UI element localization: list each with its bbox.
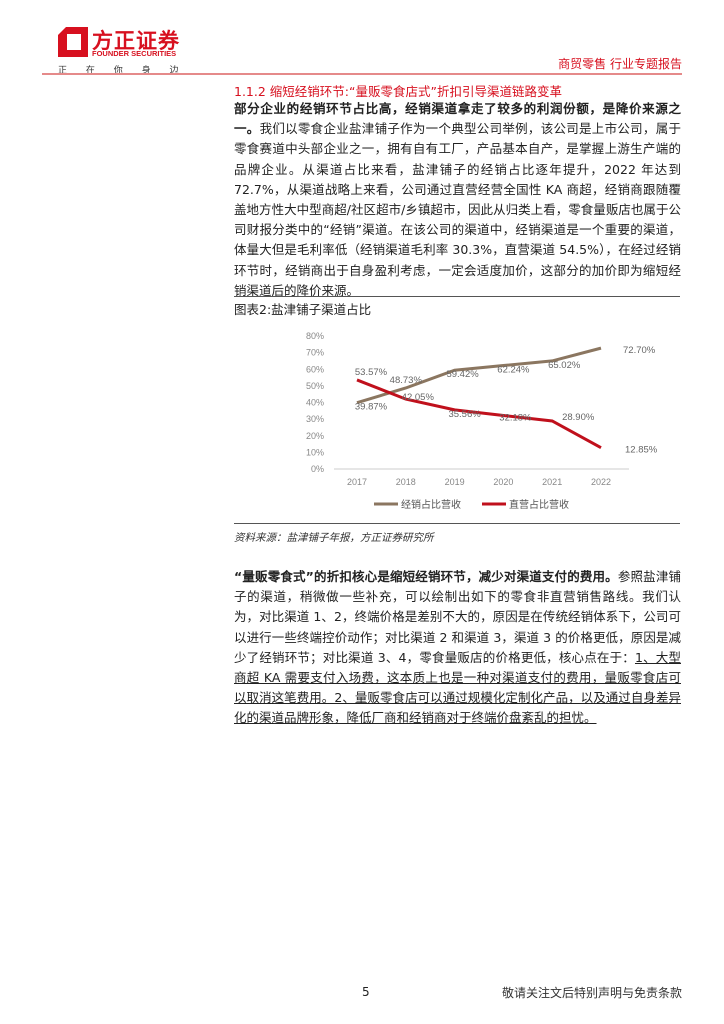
- data-label: 12.85%: [625, 445, 658, 456]
- data-label: 53.57%: [355, 367, 388, 378]
- series-line-1: [356, 378, 602, 449]
- disclaimer-note: 敬请关注文后特别声明与免责条款: [501, 986, 682, 1000]
- x-tick-label: 2019: [445, 477, 465, 487]
- data-label: 59.42%: [446, 369, 479, 380]
- data-label: 42.05%: [402, 392, 435, 403]
- y-tick-label: 60%: [306, 364, 324, 374]
- x-tick-label: 2020: [493, 477, 513, 487]
- data-label: 28.90%: [562, 412, 595, 423]
- header-divider: [42, 73, 682, 75]
- legend-label: 直营占比营收: [509, 498, 569, 511]
- para2-underlined: 1、大型商超 KA 需要支付入场费，这本质上也是一种对渠道支付的费用，量贩零食店…: [234, 649, 681, 726]
- x-tick-label: 2017: [347, 477, 367, 487]
- brand-name-en: FOUNDER SECURITIES: [92, 49, 177, 58]
- page-number: 5: [362, 985, 370, 999]
- y-tick-label: 20%: [306, 431, 324, 441]
- paragraph-2: “量贩零食式”的折扣核心是缩短经销环节，减少对渠道支付的费用。参照盐津铺子的渠道…: [234, 567, 681, 729]
- figure-source: 资料来源：盐津铺子年报，方正证券研究所: [234, 532, 434, 544]
- figure-title: 图表2:盐津铺子渠道占比: [234, 302, 372, 317]
- founder-logo-icon: [58, 27, 88, 57]
- y-tick-label: 50%: [306, 381, 324, 391]
- line-chart: 0% 10% 20% 30% 40% 50% 60% 70% 80% 2017 2018 2019 20…: [306, 331, 658, 511]
- brand-name: 方正证券: [92, 29, 180, 53]
- section-title: 1.1.2 缩短经销环节:“量贩零食店式”折扣引导渠道链路变革: [234, 84, 562, 99]
- x-tick-label: 2021: [542, 477, 562, 487]
- data-label: 65.02%: [548, 360, 581, 371]
- series-line-0: [356, 346, 602, 405]
- y-tick-label: 70%: [306, 348, 324, 358]
- legend-label: 经销占比营收: [401, 498, 461, 511]
- data-label: 32.18%: [499, 413, 532, 424]
- x-tick-label: 2018: [396, 477, 416, 487]
- data-label: 62.24%: [497, 365, 530, 376]
- y-tick-label: 30%: [306, 414, 324, 424]
- slogan: 正 在 你 身 边: [58, 66, 179, 76]
- figure-top-rule: [234, 296, 680, 297]
- para2-body: 参照盐津铺子的渠道，稍微做一些补充，可以绘制出如下的零食非直营销售路线。我们认为…: [234, 569, 681, 665]
- y-tick-label: 40%: [306, 398, 324, 408]
- data-label: 48.73%: [390, 375, 423, 386]
- para1-body: 我们以零食企业盐津铺子作为一个典型公司举例，该公司是上市公司，属于零食赛道中头部…: [234, 121, 681, 298]
- data-label: 39.87%: [355, 402, 388, 413]
- report-type: 商贸零售 行业专题报告: [558, 57, 682, 71]
- x-tick-label: 2022: [591, 477, 611, 487]
- y-tick-label: 0%: [311, 464, 324, 474]
- paragraph-1: 部分企业的经销环节占比高，经销渠道拿走了较多的利润份额，是降价来源之一。我们以零…: [234, 99, 681, 301]
- data-label: 35.56%: [448, 409, 481, 420]
- figure-bottom-rule: [234, 523, 680, 524]
- para2-lead: “量贩零食式”的折扣核心是缩短经销环节，减少对渠道支付的费用。: [234, 569, 618, 584]
- data-label: 72.70%: [623, 345, 656, 356]
- y-tick-label: 10%: [306, 447, 324, 457]
- y-tick-label: 80%: [306, 331, 324, 341]
- para1-lead: 部分企业的经销环节占比高，经销渠道拿走了较多的利润份额，是降价来源之一。: [234, 101, 681, 137]
